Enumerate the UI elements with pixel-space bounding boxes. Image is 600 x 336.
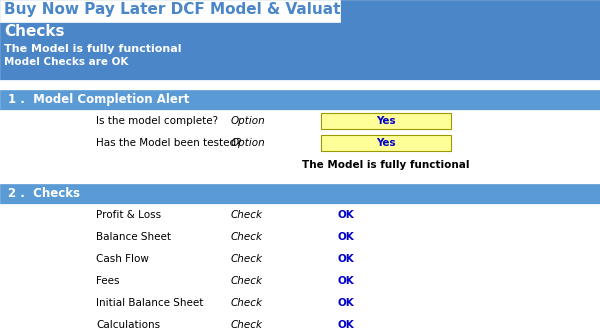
Text: Check: Check xyxy=(231,298,263,308)
Text: OK: OK xyxy=(338,210,355,220)
Bar xyxy=(0,80,600,90)
Bar xyxy=(0,110,600,176)
Text: OK: OK xyxy=(338,276,355,286)
Bar xyxy=(0,184,600,204)
Text: Initial Balance Sheet: Initial Balance Sheet xyxy=(96,298,203,308)
Bar xyxy=(321,113,451,129)
Text: 2 .  Checks: 2 . Checks xyxy=(8,187,80,200)
Bar xyxy=(321,135,451,151)
Text: Profit & Loss: Profit & Loss xyxy=(96,210,161,220)
Text: Check: Check xyxy=(231,254,263,264)
Text: Checks: Checks xyxy=(4,24,65,39)
Text: Model Checks are OK: Model Checks are OK xyxy=(4,57,128,67)
Text: Is the model complete?: Is the model complete? xyxy=(96,116,218,126)
Bar xyxy=(0,0,600,80)
Text: OK: OK xyxy=(338,320,355,330)
Text: Check: Check xyxy=(231,232,263,242)
Bar xyxy=(0,176,600,184)
Text: Yes: Yes xyxy=(376,138,396,148)
Text: OK: OK xyxy=(338,232,355,242)
Bar xyxy=(0,90,600,110)
Text: Yes: Yes xyxy=(376,116,396,126)
Text: The Model is fully functional: The Model is fully functional xyxy=(4,44,182,54)
Text: Has the Model been tested?: Has the Model been tested? xyxy=(96,138,242,148)
Text: Balance Sheet: Balance Sheet xyxy=(96,232,171,242)
Text: The Model is fully functional: The Model is fully functional xyxy=(302,160,470,170)
Text: Calculations: Calculations xyxy=(96,320,160,330)
Text: OK: OK xyxy=(338,254,355,264)
Text: Check: Check xyxy=(231,320,263,330)
Bar xyxy=(0,0,340,22)
Text: Fees: Fees xyxy=(96,276,119,286)
Bar xyxy=(0,204,600,336)
Text: Option: Option xyxy=(231,138,266,148)
Text: Cash Flow: Cash Flow xyxy=(96,254,149,264)
Text: Check: Check xyxy=(231,210,263,220)
Text: OK: OK xyxy=(338,298,355,308)
Text: Buy Now Pay Later DCF Model & Valuation: Buy Now Pay Later DCF Model & Valuation xyxy=(4,2,367,17)
Text: Option: Option xyxy=(231,116,266,126)
Text: 1 .  Model Completion Alert: 1 . Model Completion Alert xyxy=(8,93,190,106)
Text: Check: Check xyxy=(231,276,263,286)
